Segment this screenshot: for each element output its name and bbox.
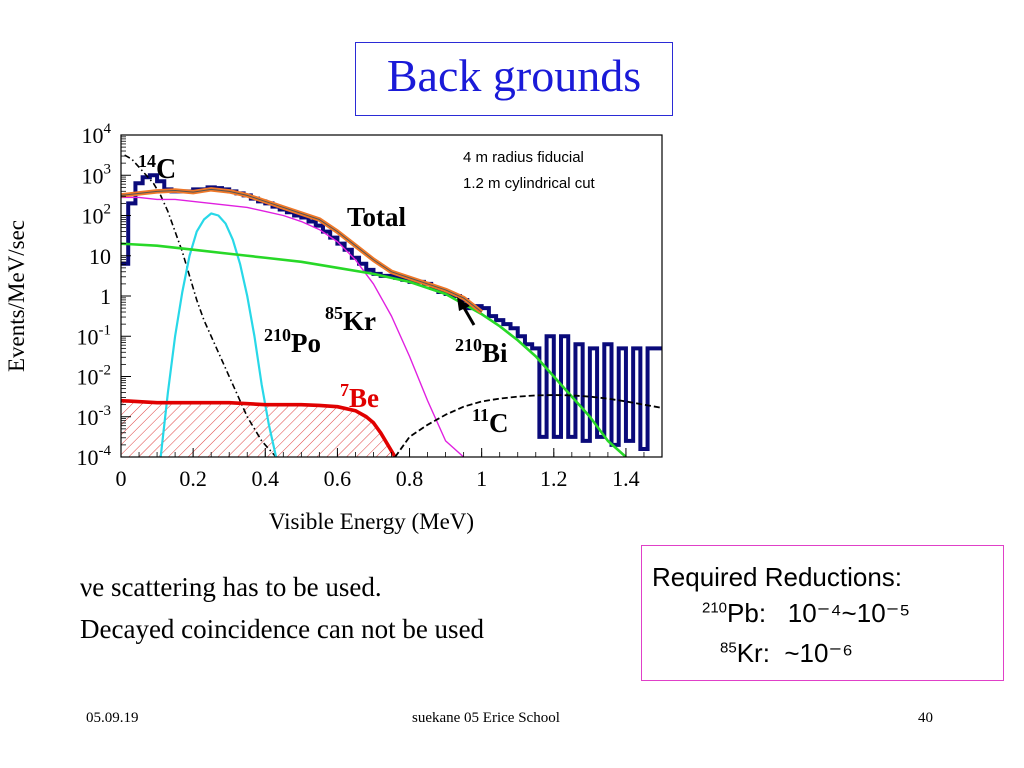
- x-tick-label: 1.4: [612, 466, 640, 491]
- be7-hatched-area: [121, 400, 396, 457]
- y-tick-base: 10: [77, 445, 99, 470]
- y-tick-label: 1: [100, 284, 111, 309]
- slide-title: Back grounds: [386, 50, 642, 101]
- pb-value: 10⁻⁴~10⁻⁵: [787, 598, 911, 628]
- chart-svg: 0 0.2 0.4 0.6 0.8 1 1.2 1.410410310210110-110-2…: [4, 121, 663, 534]
- y-tick-base: 1: [100, 284, 111, 309]
- x-tick-label: 0.6: [324, 466, 352, 491]
- label-c14-symbol: C: [156, 154, 176, 185]
- note-line-1: νe scattering has to be used.: [80, 572, 382, 602]
- x-axis-label: Visible Energy (MeV): [269, 509, 474, 534]
- label-po210-superscript: 210: [264, 325, 291, 345]
- y-tick-label: 10-3: [77, 403, 112, 430]
- label-bi210: 210Bi: [455, 335, 508, 368]
- y-tick-exponent: 4: [104, 121, 112, 137]
- label-c11: 11C: [472, 405, 509, 438]
- reduction-kr: 85Kr: ~10⁻⁶: [720, 638, 853, 669]
- label-kr85: 85Kr: [325, 303, 376, 336]
- y-tick-base: 10: [77, 324, 99, 349]
- note-line-2: Decayed coincidence can not be used: [80, 614, 485, 644]
- label-kr85-symbol: Kr: [343, 306, 376, 336]
- label-c14: 14C: [138, 151, 176, 185]
- background-spectrum-chart: 0 0.2 0.4 0.6 0.8 1 1.2 1.4 104 103 102 10 1 10-1 10-2…: [0, 120, 680, 540]
- label-be7-superscript: 7: [340, 380, 349, 400]
- y-tick-exponent: 2: [104, 202, 112, 218]
- y-tick-label: 10-4: [77, 443, 112, 470]
- footer-page-number: 40: [918, 710, 933, 726]
- series-line-po210: [159, 212, 278, 457]
- y-tick-exponent: -3: [99, 403, 112, 419]
- label-c14-superscript: 14: [138, 151, 156, 171]
- label-be7-symbol: Be: [349, 383, 379, 413]
- y-tick-exponent: -4: [99, 443, 112, 459]
- series-line-be7: [121, 398, 397, 457]
- series-line-bi210: [121, 242, 627, 457]
- title-box: Back grounds: [355, 42, 673, 116]
- y-tick-label: 103: [82, 161, 112, 188]
- data-histogram: [121, 173, 662, 451]
- footer-date: 05.09.19: [86, 710, 139, 726]
- label-bi210-symbol: Bi: [482, 338, 508, 368]
- y-tick-exponent: 3: [104, 161, 112, 177]
- total-core-line: [121, 188, 482, 313]
- pb-mass-number: 210: [702, 599, 728, 617]
- label-total: Total: [347, 202, 407, 232]
- label-kr85-superscript: 85: [325, 303, 343, 323]
- y-tick-base: 10: [82, 123, 104, 148]
- y-tick-base: 10: [89, 244, 111, 269]
- pb-label: Pb:: [727, 598, 767, 628]
- label-be7: 7Be: [340, 380, 379, 413]
- x-tick-label: 0.2: [179, 466, 207, 491]
- x-tick-label: 0: [116, 466, 127, 491]
- y-tick-label: 104: [82, 121, 112, 148]
- y-tick-base: 10: [77, 405, 99, 430]
- y-tick-base: 10: [82, 204, 104, 229]
- label-c11-symbol: C: [489, 408, 509, 438]
- x-tick-label: 0.4: [252, 466, 280, 491]
- notes: νe scattering has to be used. Decayed co…: [80, 566, 484, 650]
- y-tick-label: 10-2: [77, 363, 112, 390]
- y-tick-label: 10: [89, 244, 111, 269]
- y-tick-exponent: -1: [99, 322, 112, 338]
- series-line-c14: [124, 154, 278, 457]
- label-po210-symbol: Po: [291, 328, 321, 358]
- series-line-kr85: [121, 196, 465, 457]
- kr-value: ~10⁻⁶: [784, 638, 853, 668]
- x-tick-label: 1.2: [540, 466, 568, 491]
- cut-note-2: 1.2 m cylindrical cut: [463, 175, 596, 192]
- bi210-arrow: [461, 305, 476, 326]
- label-po210: 210Po: [264, 325, 321, 358]
- y-axis-label: Events/MeV/sec: [4, 220, 29, 372]
- series-line-c11: [394, 394, 662, 457]
- y-tick-label: 102: [82, 202, 112, 229]
- footer-center: suekane 05 Erice School: [412, 710, 560, 726]
- x-tick-label: 1: [476, 466, 487, 491]
- bi210-arrow-head: [457, 297, 470, 311]
- y-tick-exponent: -2: [99, 363, 112, 379]
- reduction-pb: 210Pb: 10⁻⁴~10⁻⁵: [702, 598, 910, 629]
- y-tick-base: 10: [82, 163, 104, 188]
- label-total-symbol: Total: [347, 202, 407, 232]
- series-line-total: [121, 187, 484, 314]
- required-reductions-box: Required Reductions: 210Pb: 10⁻⁴~10⁻⁵ 85…: [641, 545, 1004, 681]
- label-bi210-superscript: 210: [455, 335, 482, 355]
- label-c11-superscript: 11: [472, 405, 489, 425]
- y-tick-label: 10-1: [77, 322, 112, 349]
- reductions-heading: Required Reductions:: [652, 562, 903, 592]
- x-tick-label: 0.8: [396, 466, 424, 491]
- kr-label: Kr:: [736, 638, 770, 668]
- y-tick-base: 10: [77, 365, 99, 390]
- kr-mass-number: 85: [720, 639, 737, 657]
- cut-note-1: 4 m radius fiducial: [463, 149, 584, 166]
